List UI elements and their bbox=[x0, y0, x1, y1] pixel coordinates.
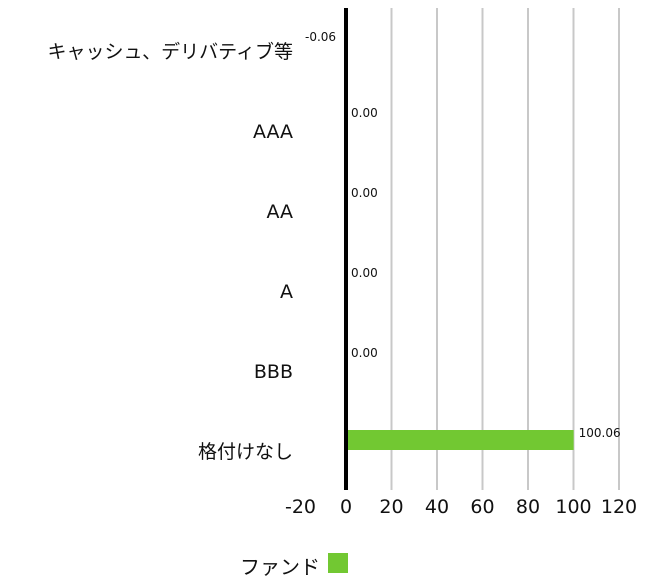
data-labels: -0.06 0.00 0.00 0.00 0.00 100.06 bbox=[305, 30, 621, 440]
data-label-2: 0.00 bbox=[351, 186, 378, 200]
category-label-4: BBB bbox=[254, 361, 293, 383]
data-label-4: 0.00 bbox=[351, 346, 378, 360]
x-tick-labels: -20 0 20 40 60 80 100 120 bbox=[285, 496, 637, 518]
data-label-0: -0.06 bbox=[305, 30, 336, 44]
category-label-1: AAA bbox=[253, 121, 293, 143]
x-tick-label-100: 100 bbox=[555, 496, 591, 518]
category-label-0: キャッシュ、デリバティブ等 bbox=[48, 40, 293, 63]
bars bbox=[345, 30, 574, 450]
category-label-5: 格付けなし bbox=[198, 441, 293, 463]
category-label-3: A bbox=[280, 281, 293, 303]
data-label-3: 0.00 bbox=[351, 266, 378, 280]
x-tick-label-60: 60 bbox=[470, 496, 494, 518]
legend-label-fund: ファンド bbox=[240, 555, 320, 579]
data-label-1: 0.00 bbox=[351, 106, 378, 120]
x-tick-label--20: -20 bbox=[285, 496, 316, 518]
x-tick-label-40: 40 bbox=[425, 496, 449, 518]
bar-5 bbox=[346, 430, 574, 450]
legend: ファンド bbox=[240, 553, 348, 579]
category-label-2: AA bbox=[266, 201, 293, 223]
x-tick-label-20: 20 bbox=[379, 496, 403, 518]
gridlines bbox=[390, 8, 620, 490]
x-tick-label-120: 120 bbox=[601, 496, 637, 518]
x-tick-label-80: 80 bbox=[516, 496, 540, 518]
data-label-5: 100.06 bbox=[579, 426, 621, 440]
x-tick-label-0: 0 bbox=[340, 496, 352, 518]
legend-swatch-fund bbox=[328, 553, 348, 573]
